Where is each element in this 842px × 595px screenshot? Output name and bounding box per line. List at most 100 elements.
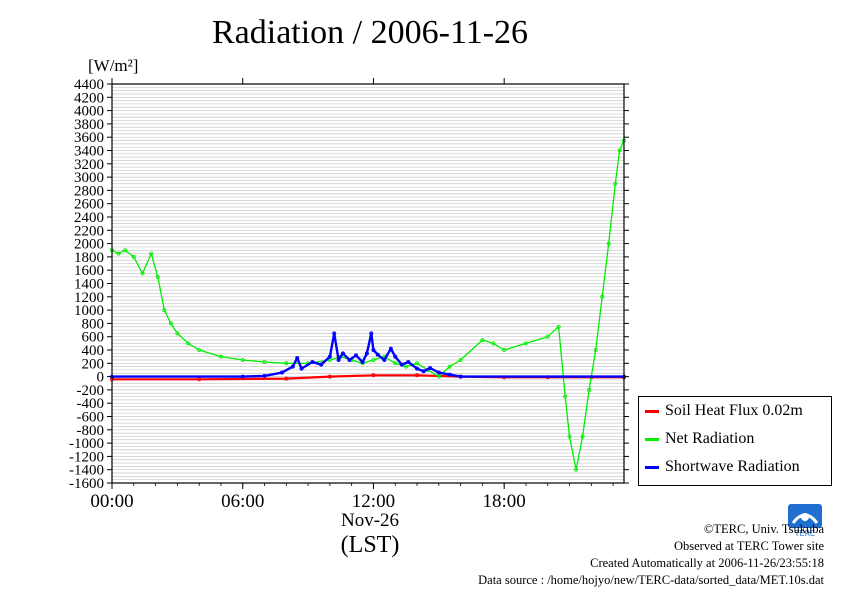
data-point-net-radiation — [606, 241, 611, 246]
data-point-shortwave-radiation — [447, 372, 452, 377]
legend-label-shortwave-radiation: Shortwave Radiation — [665, 458, 800, 475]
data-point-shortwave-radiation — [458, 374, 463, 379]
y-tick-label: 600 — [82, 330, 105, 346]
legend: Soil Heat Flux 0.02m Net Radiation Short… — [638, 396, 832, 486]
data-point-shortwave-radiation — [428, 365, 433, 370]
data-point-net-radiation — [123, 248, 128, 253]
data-point-net-radiation — [491, 341, 496, 346]
data-point-shortwave-radiation — [415, 366, 420, 371]
data-point-shortwave-radiation — [375, 352, 380, 357]
data-point-net-radiation — [155, 274, 160, 279]
data-point-net-radiation — [458, 357, 463, 362]
data-point-shortwave-radiation — [336, 357, 341, 362]
y-axis-unit: [W/m²] — [88, 56, 139, 75]
data-point-net-radiation — [218, 354, 223, 359]
data-point-shortwave-radiation — [360, 359, 365, 364]
y-tick-label: 3200 — [74, 157, 104, 173]
series-line-net-radiation — [111, 140, 625, 471]
data-point-net-radiation — [131, 254, 136, 259]
data-point-shortwave-radiation — [371, 347, 376, 352]
data-point-net-radiation — [262, 359, 267, 364]
data-point-net-radiation — [574, 467, 579, 472]
data-point-shortwave-radiation — [388, 346, 393, 351]
x-axis-date: Nov-26 — [340, 510, 400, 531]
data-point-shortwave-radiation — [421, 369, 426, 374]
data-point-shortwave-radiation — [279, 370, 284, 375]
y-tick-label: 0 — [97, 370, 105, 386]
data-point-net-radiation — [447, 364, 452, 369]
y-tick-label: 1200 — [74, 290, 104, 306]
y-tick-label: 200 — [82, 356, 105, 372]
data-point-net-radiation — [240, 357, 245, 362]
data-point-shortwave-radiation — [290, 364, 295, 369]
x-tick-label: 06:00 — [221, 491, 264, 512]
data-point-net-radiation — [140, 271, 145, 276]
data-point-net-radiation — [415, 361, 420, 366]
legend-item-soil-heat-flux: Soil Heat Flux 0.02m — [645, 399, 803, 423]
data-point-net-radiation — [613, 181, 618, 186]
y-tick-label: 4200 — [74, 90, 104, 106]
data-point-soil-heat-flux — [371, 373, 376, 378]
data-point-net-radiation — [587, 387, 592, 392]
footer-created: Created Automatically at 2006-11-26/23:5… — [590, 556, 824, 570]
data-point-shortwave-radiation — [382, 357, 387, 362]
y-tick-label: 400 — [82, 343, 105, 359]
data-point-net-radiation — [563, 394, 568, 399]
y-tick-label: 800 — [82, 316, 105, 332]
footer-source: Data source : /home/hojyo/new/TERC-data/… — [478, 573, 824, 587]
terc-logo-icon: TERC — [787, 503, 823, 538]
y-tick-label: 1800 — [74, 250, 104, 266]
y-tick-label: -1200 — [69, 449, 104, 465]
y-tick-label: 1400 — [74, 277, 104, 293]
data-point-net-radiation — [284, 361, 289, 366]
y-tick-label: 2400 — [74, 210, 104, 226]
y-tick-label: 1600 — [74, 263, 104, 279]
data-point-shortwave-radiation — [347, 357, 352, 362]
legend-item-shortwave-radiation: Shortwave Radiation — [645, 455, 800, 479]
data-point-net-radiation — [617, 148, 622, 153]
data-point-shortwave-radiation — [399, 362, 404, 367]
data-point-shortwave-radiation — [319, 362, 324, 367]
data-point-net-radiation — [567, 434, 572, 439]
y-tick-label: 3400 — [74, 144, 104, 160]
x-tick-label: 12:00 — [352, 491, 395, 512]
y-tick-label: -1400 — [69, 463, 104, 479]
data-point-shortwave-radiation — [364, 351, 369, 356]
y-tick-label: 4000 — [74, 104, 104, 120]
y-tick-label: -200 — [77, 383, 105, 399]
x-tick-label: 00:00 — [90, 491, 133, 512]
y-tick-label: 2800 — [74, 183, 104, 199]
data-point-shortwave-radiation — [354, 353, 359, 358]
legend-label-soil-heat-flux: Soil Heat Flux 0.02m — [665, 402, 803, 419]
legend-item-net-radiation: Net Radiation — [645, 427, 754, 451]
data-point-net-radiation — [175, 331, 180, 336]
data-point-net-radiation — [162, 308, 167, 313]
logo-text: TERC — [794, 529, 816, 537]
x-tick-label: 18:00 — [483, 491, 526, 512]
data-point-net-radiation — [197, 347, 202, 352]
data-point-shortwave-radiation — [240, 374, 245, 379]
y-tick-label: 1000 — [74, 303, 104, 319]
y-tick-label: -1000 — [69, 436, 104, 452]
data-point-shortwave-radiation — [262, 373, 267, 378]
data-point-shortwave-radiation — [436, 370, 441, 375]
data-point-net-radiation — [480, 338, 485, 343]
data-point-net-radiation — [393, 361, 398, 366]
data-point-net-radiation — [556, 324, 561, 329]
data-point-net-radiation — [523, 341, 528, 346]
data-point-shortwave-radiation — [310, 359, 315, 364]
data-point-shortwave-radiation — [369, 331, 374, 336]
data-point-shortwave-radiation — [406, 359, 411, 364]
data-point-net-radiation — [168, 321, 173, 326]
data-point-shortwave-radiation — [327, 354, 332, 359]
y-tick-label: -800 — [77, 423, 105, 439]
data-point-soil-heat-flux — [327, 374, 332, 379]
data-point-shortwave-radiation — [332, 331, 337, 336]
data-point-net-radiation — [593, 347, 598, 352]
data-point-net-radiation — [436, 374, 441, 379]
data-point-net-radiation — [186, 341, 191, 346]
legend-label-net-radiation: Net Radiation — [665, 430, 755, 447]
y-tick-label: 2000 — [74, 237, 104, 253]
